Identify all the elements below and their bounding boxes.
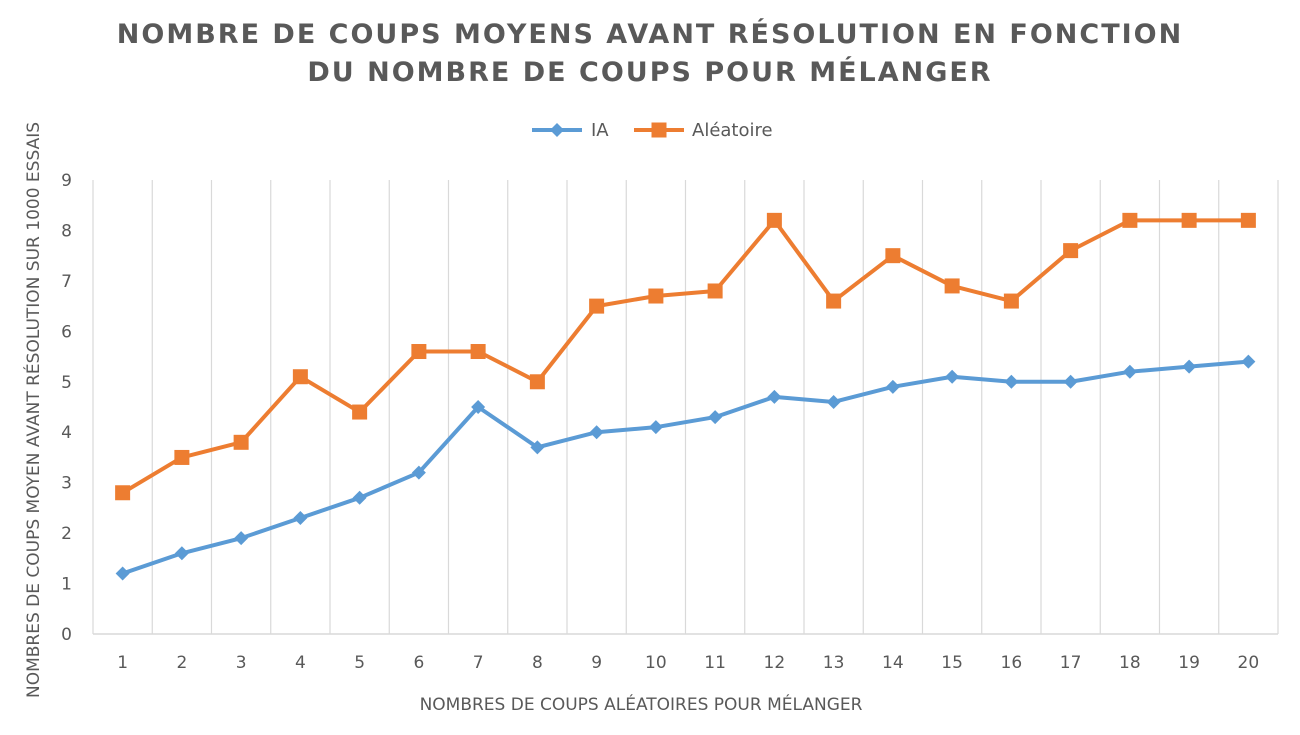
y-tick-label: 7 xyxy=(61,272,72,292)
data-point-square xyxy=(707,283,723,299)
data-point-square xyxy=(1122,212,1138,228)
data-point-diamond xyxy=(174,546,189,561)
x-tick-label: 1 xyxy=(117,653,128,673)
series-line xyxy=(120,218,1251,495)
data-point-diamond xyxy=(945,369,960,384)
x-tick-label: 9 xyxy=(591,653,602,673)
legend-item-aleatoire: Aléatoire xyxy=(634,120,773,141)
x-tick-label: 5 xyxy=(354,653,365,673)
legend-label: Aléatoire xyxy=(692,120,773,141)
x-tick-label: 7 xyxy=(473,653,484,673)
data-point-square xyxy=(651,122,667,138)
data-point-diamond xyxy=(1063,374,1078,389)
data-point-diamond xyxy=(352,490,367,505)
legend-item-ia: IA xyxy=(532,120,609,141)
data-point-square xyxy=(1063,243,1079,259)
chart-title-line2: DU NOMBRE DE COUPS POUR MÉLANGER xyxy=(307,56,992,88)
data-point-square xyxy=(885,248,901,264)
data-point-diamond xyxy=(648,420,663,435)
data-point-square xyxy=(233,434,249,450)
x-tick-label: 2 xyxy=(176,653,187,673)
data-point-diamond xyxy=(826,394,841,409)
data-point-square xyxy=(292,369,308,385)
x-tick-label: 14 xyxy=(882,653,904,673)
x-tick-label: 13 xyxy=(823,653,845,673)
x-tick-label: 18 xyxy=(1119,653,1141,673)
x-tick-label: 20 xyxy=(1238,653,1260,673)
legend-label: IA xyxy=(591,120,609,141)
x-tick-label: 12 xyxy=(764,653,786,673)
data-point-diamond xyxy=(708,410,723,425)
x-tick-label: 10 xyxy=(645,653,667,673)
x-tick-label: 3 xyxy=(236,653,247,673)
data-point-diamond xyxy=(1004,374,1019,389)
y-axis-label: NOMBRES DE COUPS MOYEN AVANT RÉSOLUTION … xyxy=(22,122,44,698)
y-tick-labels: 0 1 2 3 4 5 6 7 8 9 xyxy=(61,171,72,645)
data-point-diamond xyxy=(530,440,545,455)
x-tick-label: 4 xyxy=(295,653,306,673)
x-tick-label: 19 xyxy=(1178,653,1200,673)
x-axis-label: NOMBRES DE COUPS ALÉATOIRES POUR MÉLANGE… xyxy=(420,693,863,715)
series-line xyxy=(120,359,1251,576)
data-point-square xyxy=(766,212,782,228)
x-tick-label: 11 xyxy=(704,653,726,673)
y-tick-label: 0 xyxy=(61,625,72,645)
legend: IA Aléatoire xyxy=(532,120,773,141)
data-point-square xyxy=(648,288,664,304)
data-point-square xyxy=(944,278,960,294)
data-point-diamond xyxy=(234,531,249,546)
data-point-diamond xyxy=(471,400,486,414)
data-point-diamond xyxy=(1182,359,1197,374)
y-tick-label: 1 xyxy=(61,575,72,595)
data-point-square xyxy=(411,344,427,360)
series-ia xyxy=(115,354,1256,581)
data-point-square xyxy=(826,293,842,309)
data-point-square xyxy=(529,374,545,390)
data-point-square xyxy=(589,298,605,314)
x-tick-label: 8 xyxy=(532,653,543,673)
data-point-diamond xyxy=(1122,364,1137,379)
y-tick-label: 9 xyxy=(61,171,72,191)
y-tick-label: 6 xyxy=(61,322,72,342)
data-point-square xyxy=(352,404,368,420)
data-point-diamond xyxy=(115,566,130,581)
data-point-square xyxy=(115,485,131,501)
data-point-diamond xyxy=(411,465,426,480)
data-point-square xyxy=(1181,212,1197,228)
data-point-diamond xyxy=(293,510,308,525)
data-point-square xyxy=(470,344,486,360)
x-tick-label: 15 xyxy=(941,653,963,673)
y-tick-label: 8 xyxy=(61,221,72,241)
x-tick-labels: 1 2 3 4 5 6 7 8 9 10 11 12 13 14 15 16 17 18 19 20 xyxy=(117,653,1259,673)
data-point-square xyxy=(1003,293,1019,309)
y-tick-label: 3 xyxy=(61,474,72,494)
x-tick-label: 17 xyxy=(1060,653,1082,673)
data-point-diamond xyxy=(550,123,564,137)
x-tick-label: 6 xyxy=(413,653,424,673)
data-point-square xyxy=(1240,212,1256,228)
series-aleatoire xyxy=(115,212,1256,501)
series-group xyxy=(115,212,1256,581)
chart-title-line1: NOMBRE DE COUPS MOYENS AVANT RÉSOLUTION … xyxy=(117,18,1183,50)
data-point-diamond xyxy=(589,425,604,440)
data-point-square xyxy=(174,449,190,465)
y-tick-label: 2 xyxy=(61,524,72,544)
x-tick-label: 16 xyxy=(1001,653,1023,673)
data-point-diamond xyxy=(767,389,782,404)
data-point-diamond xyxy=(1241,354,1256,369)
y-tick-label: 5 xyxy=(61,373,72,393)
y-tick-label: 4 xyxy=(61,423,72,443)
data-point-diamond xyxy=(885,379,900,394)
